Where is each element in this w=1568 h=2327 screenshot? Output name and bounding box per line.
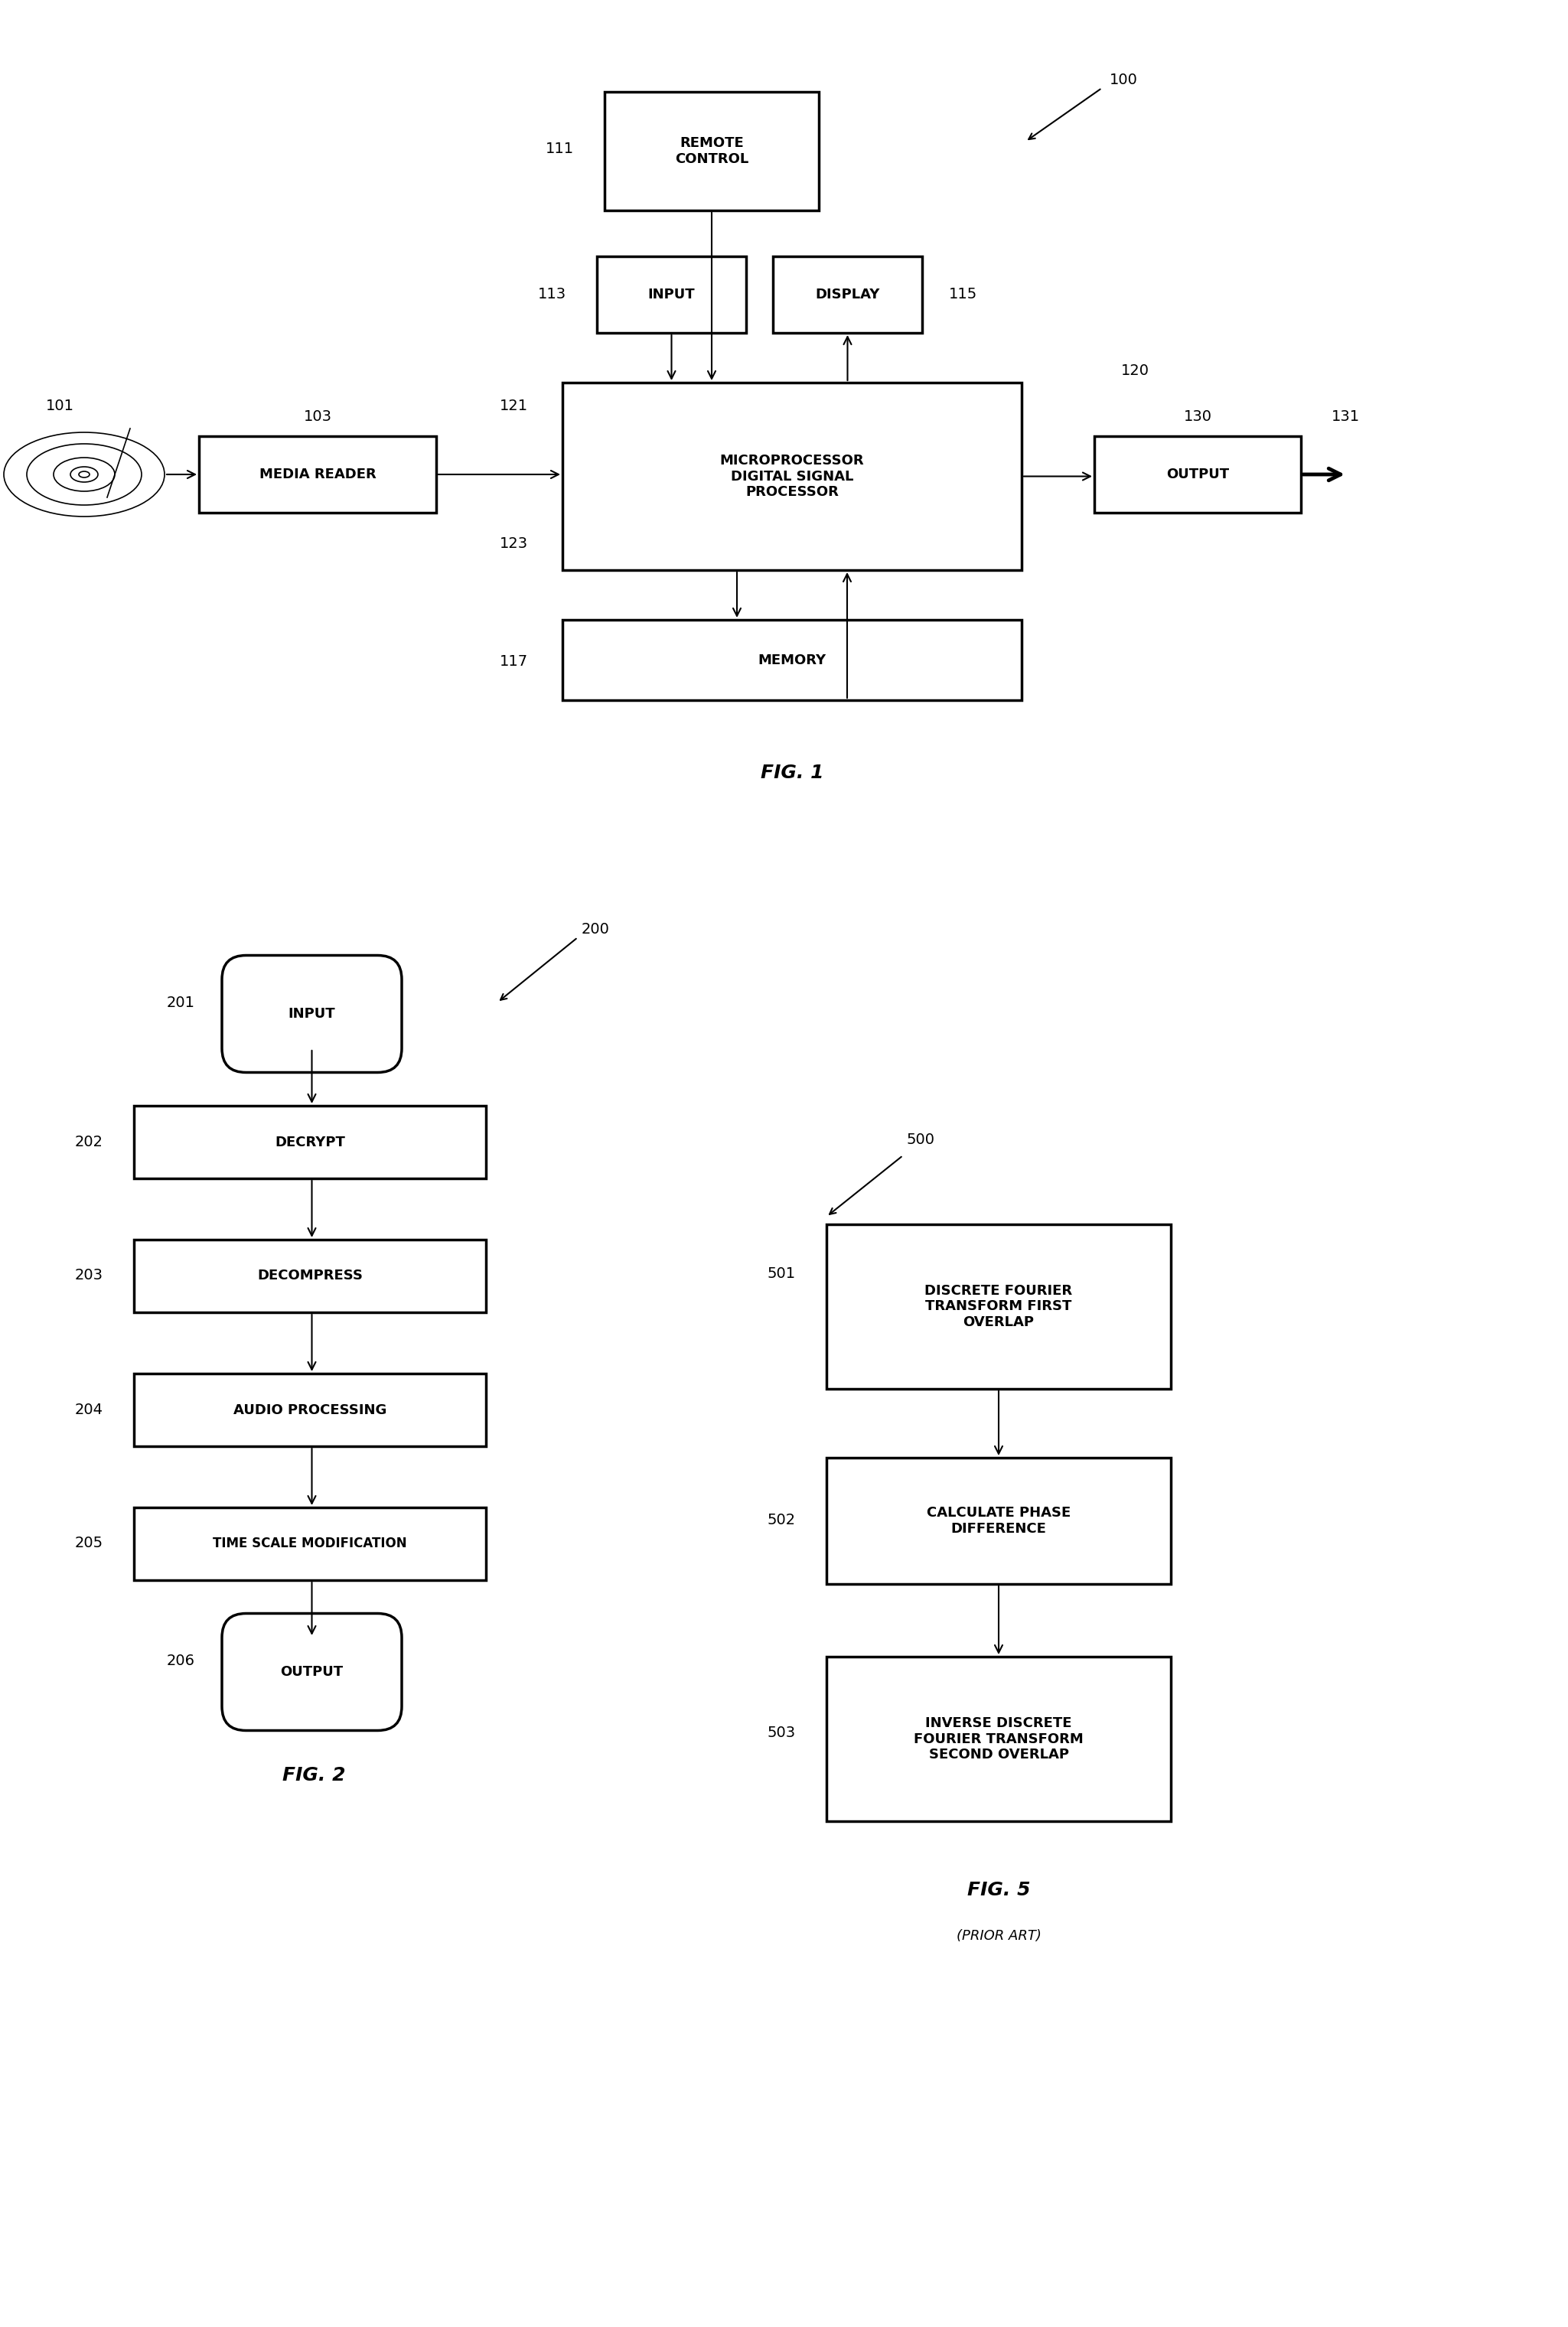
Bar (563, 619, 1022, 700)
Text: 200: 200 (582, 921, 610, 935)
Text: 501: 501 (767, 1266, 797, 1282)
FancyBboxPatch shape (223, 956, 401, 1073)
Text: 500: 500 (906, 1133, 935, 1147)
Text: 202: 202 (75, 1136, 103, 1150)
Bar (773, 256, 922, 333)
Bar (199, 435, 436, 512)
Bar (133, 1240, 486, 1312)
Bar (826, 1457, 1171, 1585)
Text: 120: 120 (1121, 363, 1149, 379)
Text: 117: 117 (500, 654, 528, 670)
Text: OUTPUT: OUTPUT (1167, 468, 1229, 482)
Text: 201: 201 (166, 996, 194, 1010)
Text: 123: 123 (500, 535, 528, 551)
FancyBboxPatch shape (223, 1613, 401, 1731)
Bar (133, 1105, 486, 1177)
Text: MEMORY: MEMORY (757, 654, 826, 668)
Text: 203: 203 (75, 1268, 103, 1282)
Bar (605, 91, 818, 209)
Text: OUTPUT: OUTPUT (281, 1666, 343, 1678)
Bar (563, 382, 1022, 570)
Bar (133, 1373, 486, 1447)
Text: AUDIO PROCESSING: AUDIO PROCESSING (234, 1403, 387, 1417)
Text: FIG. 5: FIG. 5 (967, 1880, 1030, 1899)
Text: DECRYPT: DECRYPT (274, 1136, 345, 1150)
Text: CALCULATE PHASE
DIFFERENCE: CALCULATE PHASE DIFFERENCE (927, 1506, 1071, 1536)
Text: 111: 111 (546, 142, 574, 156)
Text: 103: 103 (304, 410, 332, 424)
Bar (597, 256, 746, 333)
Text: 115: 115 (949, 286, 977, 303)
Text: DISCRETE FOURIER
TRANSFORM FIRST
OVERLAP: DISCRETE FOURIER TRANSFORM FIRST OVERLAP (925, 1285, 1073, 1329)
Text: 100: 100 (1110, 72, 1138, 86)
Text: 113: 113 (538, 286, 566, 303)
Text: 121: 121 (500, 398, 528, 412)
Text: INPUT: INPUT (289, 1008, 336, 1022)
Text: MICROPROCESSOR
DIGITAL SIGNAL
PROCESSOR: MICROPROCESSOR DIGITAL SIGNAL PROCESSOR (720, 454, 864, 500)
Text: FIG. 1: FIG. 1 (760, 763, 823, 782)
Text: DECOMPRESS: DECOMPRESS (257, 1268, 362, 1282)
Text: 131: 131 (1331, 410, 1359, 424)
Text: INPUT: INPUT (648, 289, 695, 303)
Text: (PRIOR ART): (PRIOR ART) (956, 1929, 1041, 1943)
Bar (133, 1508, 486, 1580)
Bar (1094, 435, 1301, 512)
Text: MEDIA READER: MEDIA READER (259, 468, 376, 482)
Text: 502: 502 (767, 1513, 797, 1529)
Text: TIME SCALE MODIFICATION: TIME SCALE MODIFICATION (213, 1536, 408, 1550)
Text: DISPLAY: DISPLAY (815, 289, 880, 303)
Bar (826, 1657, 1171, 1822)
Text: FIG. 2: FIG. 2 (282, 1766, 345, 1785)
Bar (826, 1224, 1171, 1389)
Text: 204: 204 (75, 1403, 103, 1417)
Text: 101: 101 (45, 398, 74, 412)
Text: 130: 130 (1184, 410, 1212, 424)
Text: 205: 205 (75, 1536, 103, 1550)
Text: INVERSE DISCRETE
FOURIER TRANSFORM
SECOND OVERLAP: INVERSE DISCRETE FOURIER TRANSFORM SECON… (914, 1715, 1083, 1762)
Text: 206: 206 (166, 1652, 194, 1668)
Text: 503: 503 (767, 1727, 797, 1741)
Text: REMOTE
CONTROL: REMOTE CONTROL (674, 137, 748, 165)
